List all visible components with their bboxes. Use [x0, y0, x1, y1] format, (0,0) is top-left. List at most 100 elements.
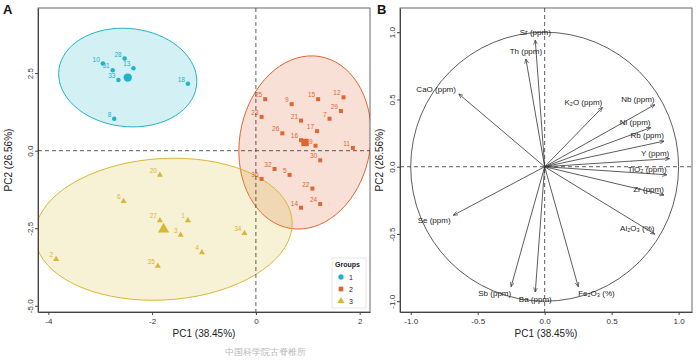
- point-label: 24: [310, 196, 318, 203]
- point: [318, 158, 322, 162]
- point: [263, 97, 267, 101]
- loading-vector: [545, 108, 603, 167]
- legend-title: Groups: [335, 261, 360, 269]
- point-label: 16: [291, 132, 299, 139]
- y-tick: -5.0: [26, 299, 38, 313]
- point-label: 22: [302, 181, 310, 188]
- plot-frame: [38, 8, 370, 312]
- y-tick-mark: [397, 234, 400, 235]
- point: [112, 116, 117, 121]
- point: [351, 146, 355, 150]
- y-tick: 2.5: [26, 68, 38, 80]
- point: [260, 115, 264, 119]
- zero-line-vertical: [544, 8, 545, 312]
- x-axis: -1.0 -0.5 0.0 0.5 1.0: [401, 312, 693, 326]
- loading-vector: [535, 40, 544, 166]
- y-axis: -1.0 -0.5 0.0 0.5 1.0: [388, 9, 401, 313]
- loading-vector: [545, 167, 578, 287]
- x-tick-label: -2: [149, 317, 157, 326]
- y-tick-label: -5.0: [26, 299, 35, 313]
- point: [299, 119, 303, 123]
- x-tick-mark: [478, 312, 479, 315]
- point-label: 33: [108, 72, 116, 79]
- x-tick-mark: [679, 312, 680, 315]
- point: [121, 198, 127, 203]
- vector-label: Ba (ppm): [519, 295, 552, 304]
- point: [186, 81, 191, 86]
- vector-label: CaO (ppm): [416, 85, 456, 94]
- x-tick-mark: [360, 312, 361, 315]
- point: [315, 129, 319, 133]
- loading-vector: [454, 167, 545, 215]
- y-tick: -1.0: [388, 294, 400, 308]
- x-tick-mark: [612, 312, 613, 315]
- zero-line-horizontal: [38, 150, 370, 151]
- confidence-ellipse: [59, 28, 197, 127]
- point: [314, 144, 318, 148]
- y-tick: 0.0: [388, 161, 400, 173]
- y-tick: 0.5: [388, 94, 400, 106]
- y-tick-mark: [397, 301, 400, 302]
- x-tick-mark: [411, 312, 412, 315]
- y-tick-label: -1.0: [388, 294, 397, 308]
- series-2: [260, 95, 355, 209]
- point-label: 36: [251, 171, 259, 178]
- loading-vector: [535, 167, 544, 292]
- legend: Groups123: [332, 258, 366, 308]
- y-tick-mark: [397, 32, 400, 33]
- point-label: 9: [285, 96, 289, 103]
- point: [199, 249, 205, 254]
- panel-label: A: [3, 2, 13, 17]
- point-label: 11: [343, 140, 350, 147]
- point: [339, 109, 343, 113]
- point-label: 13: [123, 60, 131, 67]
- y-tick-mark: [35, 73, 38, 74]
- legend-label: 2: [349, 286, 353, 293]
- point-label: 34: [234, 225, 242, 232]
- point: [155, 263, 161, 268]
- point: [241, 230, 247, 235]
- y-axis-line: [400, 9, 401, 313]
- legend-symbol: [339, 287, 344, 292]
- legend-symbol: [338, 274, 343, 279]
- plot-frame: [400, 8, 692, 312]
- y-tick-mark: [35, 228, 38, 229]
- point: [299, 206, 303, 210]
- x-tick-label: 1.0: [674, 317, 686, 326]
- centroid: [158, 223, 169, 233]
- zero-line-horizontal: [400, 166, 692, 167]
- x-tick-mark: [545, 312, 546, 315]
- y-tick-label: 2.5: [26, 68, 35, 80]
- y-tick-label: -0.5: [388, 227, 397, 241]
- x-tick-label: 0.0: [540, 317, 552, 326]
- x-tick: -0.5: [471, 312, 485, 326]
- point: [53, 256, 59, 261]
- x-axis: -4-202: [39, 312, 371, 326]
- point-label: 19: [305, 138, 313, 145]
- x-tick-label: -1.0: [404, 317, 418, 326]
- point-label: 10: [93, 56, 101, 63]
- y-tick: 1.0: [388, 27, 400, 39]
- point-label: 2: [50, 251, 54, 258]
- point: [290, 102, 294, 106]
- y-tick: -2.5: [26, 221, 38, 235]
- vector-label: Th (ppm): [510, 47, 543, 56]
- point-label: 3: [174, 227, 178, 234]
- x-tick-label: 0: [254, 317, 259, 326]
- y-tick: -0.5: [388, 227, 400, 241]
- loading-vector: [459, 94, 545, 167]
- vector-label: Y (ppm): [641, 149, 670, 158]
- panel-1: Sr (ppm)Th (ppm)CaO (ppm)K₂O (ppm)Nb (pp…: [374, 2, 693, 339]
- x-axis-line: [39, 312, 371, 313]
- x-tick-mark: [48, 312, 49, 315]
- series-1: [101, 56, 191, 121]
- point: [260, 177, 264, 181]
- x-tick-label: 0.5: [607, 317, 619, 326]
- footer-credit: 中国科学院古脊椎所: [225, 347, 306, 357]
- point: [342, 95, 346, 99]
- point: [185, 217, 191, 222]
- point: [178, 232, 184, 237]
- x-tick-label: -4: [45, 317, 53, 326]
- vector-label: K₂O (ppm): [564, 98, 602, 107]
- y-tick-label: 1.0: [388, 27, 397, 39]
